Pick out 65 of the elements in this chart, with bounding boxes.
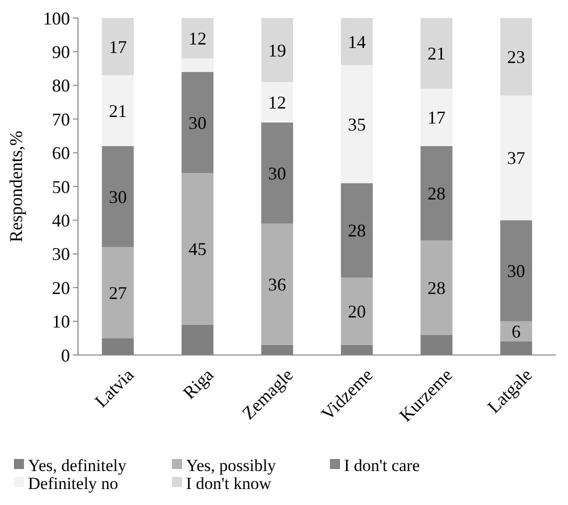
data-label: 12 [188,28,206,49]
bar [261,122,294,224]
y-tick-label: 100 [43,8,70,28]
data-label: 17 [428,108,446,128]
data-label: 6 [512,322,521,342]
bar [102,75,134,146]
bar [340,65,373,184]
y-tick-label: 40 [52,210,70,230]
data-label: 30 [268,163,286,184]
bar [182,58,214,72]
legend-label: Yes, possibly [186,456,276,475]
data-label: 30 [188,112,206,133]
y-tick-label: 30 [52,244,70,264]
legend-label: Yes, definitely [28,456,127,475]
x-tick-label: Riga [179,364,218,403]
bar [420,18,452,89]
bar [500,96,532,220]
bar [102,247,134,338]
y-tick-label: 70 [52,109,70,130]
bar [261,18,294,82]
bar [340,183,373,278]
data-label: 19 [268,40,286,60]
data-label: 37 [507,148,526,168]
y-tick-label: 20 [52,278,70,298]
data-label: 30 [108,186,127,207]
y-tick-label: 80 [52,76,70,96]
y-tick-label: 10 [52,312,70,332]
bar [500,321,532,342]
bar [500,220,532,322]
data-label: 36 [268,274,286,295]
bar [102,146,134,248]
data-label: 12 [268,92,286,113]
data-label: 14 [348,32,366,52]
bar [102,18,134,76]
data-label: 35 [348,114,366,134]
bar [420,146,452,240]
bar [261,224,294,345]
legend-label: Definitely no [28,474,118,493]
data-label: 21 [108,100,127,121]
bar [182,173,214,325]
bar [340,277,373,345]
data-label: 28 [428,184,446,204]
data-label: 28 [428,278,446,298]
data-label: 28 [348,220,366,241]
data-label: 23 [507,47,526,68]
data-label: 21 [428,44,446,64]
legend-label: I don't care [344,456,420,475]
bar [500,18,532,96]
bar [261,82,294,122]
bar [420,240,452,335]
y-tick-label: 60 [52,143,70,164]
bar [340,18,373,66]
data-label: 20 [348,301,366,322]
data-label: 45 [188,239,206,260]
y-tick-label: 0 [61,345,70,366]
legend-label: I don't know [186,474,272,493]
y-tick-label: 90 [52,42,70,62]
data-label: 30 [507,261,526,282]
y-tick-label: 50 [52,176,70,197]
bar [420,88,452,146]
bar [182,18,214,58]
bar [182,72,214,174]
data-label: 27 [108,282,127,303]
data-label: 17 [108,36,127,57]
y-axis-title: Respondents,% [6,130,26,242]
